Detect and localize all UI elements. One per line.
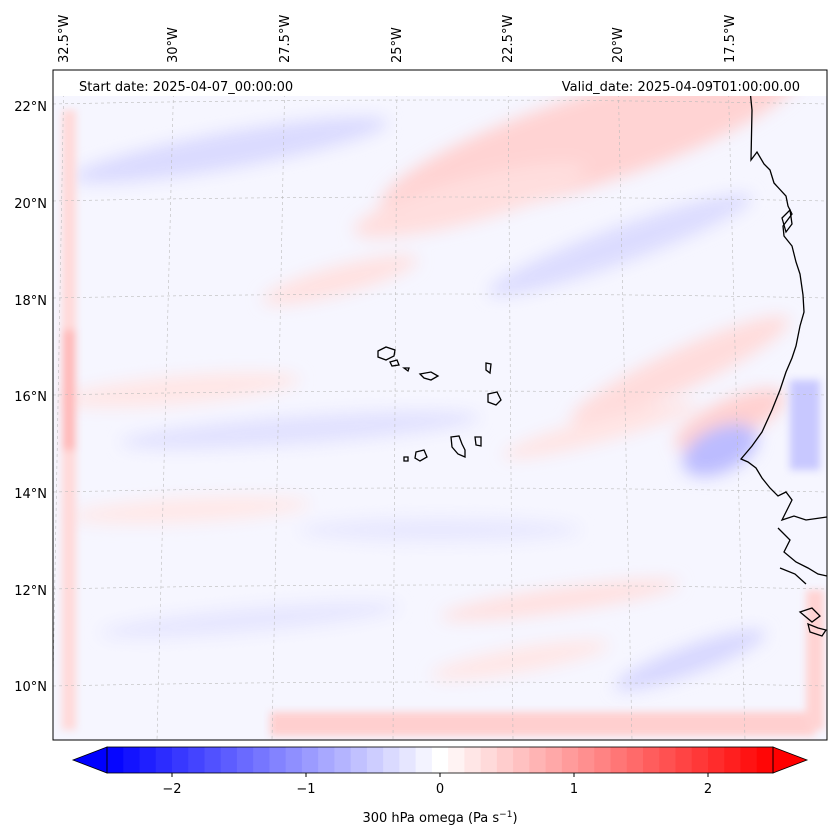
colorbar-cell — [675, 747, 693, 773]
lat-label-20n: 20°N — [14, 197, 47, 212]
colorbar-cell — [383, 747, 400, 773]
colorbar-cell — [334, 747, 352, 773]
colorbar-cells — [107, 747, 774, 773]
colorbar-cell — [610, 747, 628, 773]
colorbar-extend-min — [71, 746, 108, 774]
colorbar-cell — [285, 747, 303, 773]
colorbar-cell — [578, 747, 595, 773]
colorbar-cell — [529, 747, 547, 773]
lat-label-12n: 12°N — [14, 584, 47, 599]
colorbar-extend-max — [772, 746, 809, 774]
header-strip — [53, 70, 827, 96]
longitude-labels: 32.5°W 30°W 27.5°W 25°W 22.5°W 20°W 17.5… — [57, 15, 738, 63]
island-sal — [485, 362, 492, 375]
colorbar-cell — [545, 747, 563, 773]
colorbar: −2 −1 0 1 2 300 hPa omega (Pa s−1) — [71, 746, 809, 826]
colorbar-cell — [366, 747, 384, 773]
colorbar-tick-label-neg1: −1 — [296, 782, 315, 797]
lat-label-18n: 18°N — [14, 294, 47, 309]
colorbar-cell — [350, 747, 368, 773]
latitude-labels: 22°N 20°N 18°N 16°N 14°N 12°N 10°N — [14, 100, 47, 695]
colorbar-cell — [513, 747, 530, 773]
lat-label-14n: 14°N — [14, 487, 47, 502]
colorbar-cell — [448, 747, 465, 773]
island-santo-antao — [377, 346, 396, 361]
colorbar-cell — [691, 747, 709, 773]
colorbar-cell — [155, 747, 173, 773]
island-santa-luzia — [402, 367, 410, 373]
colorbar-cell — [464, 747, 482, 773]
map-frame — [52, 69, 828, 741]
colorbar-ticks: −2 −1 0 1 2 — [162, 773, 712, 797]
lon-label-22-5w: 22.5°W — [501, 15, 516, 63]
map-panel: Start date: 2025-04-07_00:00:00 Valid_da… — [53, 70, 827, 740]
colorbar-cell — [188, 747, 206, 773]
lat-label-10n: 10°N — [14, 680, 47, 695]
omega-field-shading — [60, 70, 800, 691]
lon-label-17-5w: 17.5°W — [723, 15, 738, 63]
colorbar-label-close: ) — [512, 811, 517, 826]
africa-coastline — [739, 70, 827, 522]
colorbar-tick-label-neg2: −2 — [162, 782, 181, 797]
colorbar-cell — [269, 747, 287, 773]
island-sao-nicolau — [418, 371, 440, 381]
valid-date-text: Valid_date: 2025-04-09T01:00:00.00 — [562, 80, 800, 95]
colorbar-tick-label-1: 1 — [570, 782, 578, 797]
colorbar-cell — [139, 747, 157, 773]
colorbar-cell — [561, 747, 579, 773]
lon-label-32-5w: 32.5°W — [57, 15, 72, 63]
island-maio — [474, 436, 482, 447]
colorbar-label-main: 300 hPa omega (Pa s — [362, 811, 499, 826]
colorbar-cell — [594, 747, 612, 773]
colorbar-cell — [301, 747, 319, 773]
graticule — [53, 70, 827, 740]
colorbar-cell — [496, 747, 514, 773]
colorbar-cell — [204, 747, 222, 773]
colorbar-cell — [107, 747, 124, 773]
colorbar-cell — [123, 747, 141, 773]
colorbar-cell — [659, 747, 677, 773]
colorbar-cell — [415, 747, 433, 773]
colorbar-cell — [220, 747, 238, 773]
colorbar-tick-label-2: 2 — [704, 782, 712, 797]
colorbar-cell — [643, 747, 660, 773]
colorbar-cell — [756, 747, 774, 773]
lon-label-20w: 20°W — [611, 27, 626, 63]
lon-label-30w: 30°W — [166, 27, 181, 63]
colorbar-tick-label-0: 0 — [436, 782, 444, 797]
colorbar-cell — [431, 747, 449, 773]
island-fogo — [414, 449, 428, 462]
colorbar-cell — [318, 747, 336, 773]
colorbar-cell — [236, 747, 254, 773]
island-boa-vista — [487, 391, 502, 406]
cape-verde-islands — [377, 346, 502, 462]
start-date-text: Start date: 2025-04-07_00:00:00 — [79, 80, 293, 95]
colorbar-label: 300 hPa omega (Pa s−1) — [362, 810, 517, 826]
colorbar-label-exponent: −1 — [499, 810, 512, 820]
coastlines — [739, 70, 827, 637]
colorbar-cell — [708, 747, 725, 773]
guinea-bissau-coast — [777, 527, 827, 577]
lat-label-16n: 16°N — [14, 390, 47, 405]
colorbar-cell — [724, 747, 742, 773]
lat-label-22n: 22°N — [14, 100, 47, 115]
colorbar-cell — [253, 747, 271, 773]
island-brava — [403, 456, 409, 462]
lon-label-25w: 25°W — [390, 27, 405, 63]
colorbar-cell — [480, 747, 498, 773]
colorbar-cell — [171, 747, 189, 773]
colorbar-cell — [399, 747, 417, 773]
lon-label-27-5w: 27.5°W — [278, 15, 293, 63]
colorbar-cell — [740, 747, 758, 773]
island-sao-vicente — [389, 359, 400, 367]
colorbar-cell — [626, 747, 644, 773]
island-santiago — [450, 435, 466, 458]
